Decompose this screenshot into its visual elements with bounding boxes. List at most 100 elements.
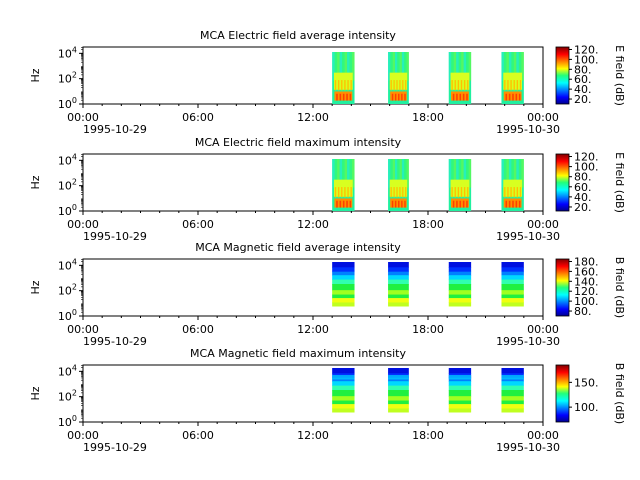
spectrogram-cell: [347, 52, 350, 81]
spectrogram-cell: [454, 80, 456, 91]
spectrogram-block: [448, 52, 472, 104]
x-tick-label: 12:00: [297, 323, 329, 336]
spectrogram-cell: [349, 159, 353, 188]
spectrogram-cell: [450, 72, 470, 90]
spectrogram-cell: [448, 52, 452, 81]
spectrogram-block: [448, 159, 472, 211]
spectrogram-cell: [459, 93, 462, 101]
spectrogram-cell: [401, 52, 405, 81]
spectrogram-cell: [448, 159, 452, 188]
spectrogram-cell: [332, 52, 335, 81]
spectrogram-cell: [401, 93, 403, 101]
spectrogram-cell: [513, 52, 517, 81]
spectrogram-cell: [501, 52, 504, 81]
spectrogram-cell: [515, 200, 518, 208]
spectrogram-cell: [401, 200, 403, 208]
spectrogram-cell: [501, 279, 524, 285]
spectrogram-cell: [451, 187, 453, 198]
spectrogram-cell: [332, 368, 355, 374]
spectrogram-cell: [501, 271, 524, 276]
spectrogram-cell: [501, 381, 524, 387]
spectrogram-cell: [448, 302, 472, 307]
spectrogram-cell: [344, 187, 346, 198]
spectrogram-cell: [390, 159, 393, 188]
spectrogram-cell: [448, 381, 472, 387]
spectrogram-cell: [391, 93, 394, 101]
spectrogram-cell: [466, 200, 468, 208]
spectrogram-cell: [334, 187, 337, 198]
spectrogram-cell: [458, 159, 462, 188]
spectrogram-cell: [501, 396, 524, 402]
x-tick-label: 00:00: [527, 218, 559, 231]
y-tick-label: 100: [58, 96, 77, 111]
spectrogram-cell: [347, 159, 350, 188]
spectrogram-cell: [448, 404, 472, 409]
spectrogram-block: [388, 52, 409, 104]
panel-title: MCA Electric field maximum intensity: [195, 136, 402, 149]
spectrogram-cell: [397, 52, 400, 81]
spectrogram-cell: [448, 267, 472, 273]
spectrogram-cell: [332, 159, 335, 188]
spectrogram-cell: [392, 159, 395, 188]
spectrogram-cell: [508, 159, 512, 188]
spectrogram-cell: [453, 159, 457, 188]
spectrogram-cell: [501, 375, 524, 380]
plot-area: [82, 364, 544, 423]
colorbar-tick-label: 160.: [574, 265, 599, 278]
plot-area: [82, 153, 544, 212]
panel-2: MCA Electric field maximum intensity 00:0…: [29, 136, 626, 243]
plot-area: [82, 258, 544, 317]
spectrogram-cell: [332, 294, 355, 299]
spectrogram-cell: [334, 159, 338, 188]
spectrogram-cell: [503, 52, 507, 81]
spectrogram-cell: [349, 52, 353, 81]
spectrogram-cell: [501, 262, 524, 268]
colorbar: [555, 364, 570, 423]
y-tick-label: 104: [58, 363, 77, 378]
spectrogram-cell: [501, 159, 504, 188]
spectrogram-cell: [501, 302, 524, 307]
spectrogram-cell: [448, 298, 472, 303]
spectrogram-cell: [332, 271, 355, 276]
spectrogram-cell: [463, 52, 467, 81]
spectrogram-cell: [341, 187, 343, 198]
spectrogram-cell: [505, 200, 508, 208]
x-tick-label: 00:00: [67, 429, 99, 442]
spectrogram-cell: [503, 179, 523, 197]
colorbar-tick-label: 80.: [574, 305, 592, 318]
spectrogram-cell: [333, 72, 353, 90]
spectrogram-cell: [344, 52, 348, 81]
spectrogram-cell: [513, 80, 515, 91]
spectrogram-cell: [394, 93, 397, 101]
spectrogram-cell: [503, 72, 523, 90]
colorbar-tick-label: 100.: [574, 295, 599, 308]
spectrogram-cell: [513, 187, 515, 198]
spectrogram-cell: [463, 187, 466, 198]
spectrogram-cell: [339, 93, 342, 101]
colorbar-tick-label: 140.: [574, 275, 599, 288]
x-date-label: 1995-10-29: [83, 230, 147, 243]
spectrogram-cell: [390, 52, 393, 81]
spectrogram-cell: [398, 200, 400, 208]
colorbar-tick-label: 120.: [574, 151, 599, 164]
spectrogram-cell: [451, 159, 454, 188]
spectrogram-cell: [501, 408, 524, 413]
spectrogram-cell: [450, 179, 470, 197]
x-tick-label: 06:00: [182, 429, 214, 442]
spectrogram-cell: [342, 52, 345, 81]
y-tick-label: 100: [58, 308, 77, 323]
spectrogram-block: [332, 368, 355, 413]
spectrogram-cell: [468, 52, 472, 81]
spectrogram-cell: [332, 396, 355, 402]
spectrogram-cell: [388, 385, 409, 391]
spectrogram-cell: [501, 294, 524, 299]
x-tick-label: 00:00: [67, 218, 99, 231]
colorbar-tick-label: 60.: [574, 181, 592, 194]
spectrogram-cell: [332, 408, 355, 413]
spectrogram-cell: [341, 80, 343, 91]
colorbar-tick-label: 20.: [574, 93, 592, 106]
spectrogram-cell: [332, 290, 355, 296]
spectrogram-cell: [391, 200, 394, 208]
spectrogram-block: [332, 52, 355, 104]
spectrogram-cell: [399, 187, 401, 198]
